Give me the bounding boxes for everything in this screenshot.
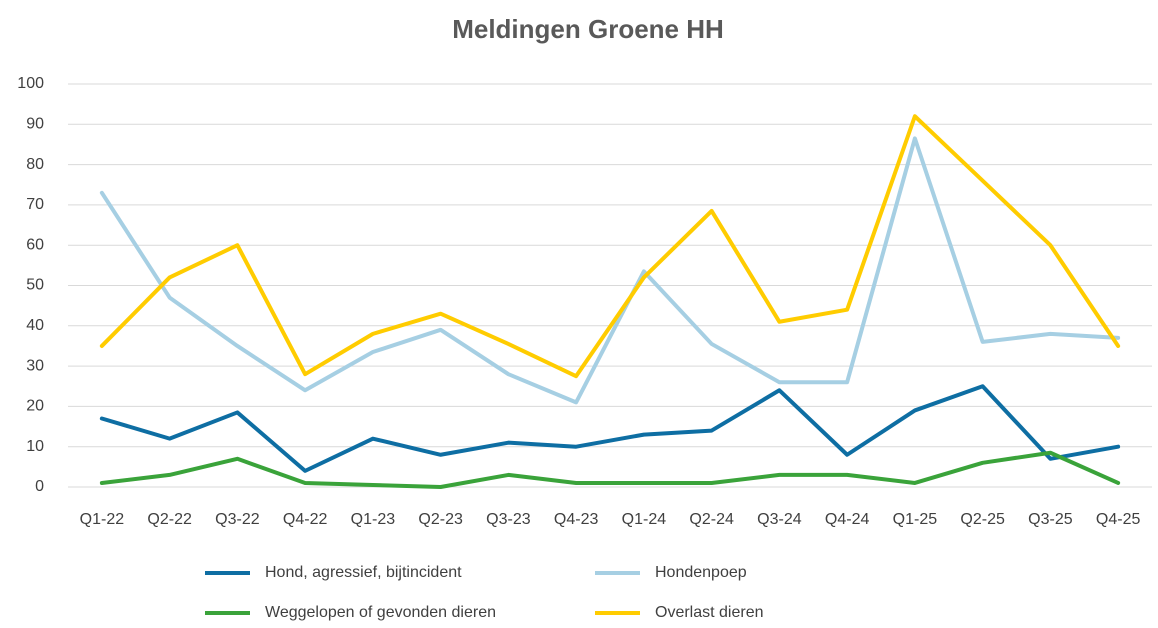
x-tick-label: Q3-25	[1028, 511, 1073, 528]
x-tick-label: Q4-25	[1096, 511, 1141, 528]
x-tick-label: Q4-24	[825, 511, 870, 528]
x-tick-label: Q4-22	[283, 511, 328, 528]
legend-label: Overlast dieren	[655, 604, 764, 621]
chart-title: Meldingen Groene HH	[452, 14, 724, 44]
series-line	[99, 114, 1121, 379]
legend-label: Hond, agressief, bijtincident	[265, 564, 462, 581]
y-tick-label: 90	[26, 116, 44, 133]
x-tick-label: Q2-25	[960, 511, 1005, 528]
y-tick-label: 100	[17, 75, 44, 92]
x-tick-label: Q2-22	[147, 511, 192, 528]
series-line	[99, 384, 1121, 473]
y-tick-label: 30	[26, 357, 44, 374]
x-tick-label: Q1-25	[893, 511, 938, 528]
x-tick-label: Q1-24	[622, 511, 667, 528]
y-tick-label: 10	[26, 438, 44, 455]
series-line	[99, 136, 1121, 405]
series-line	[99, 450, 1121, 489]
legend-label: Hondenpoep	[655, 564, 747, 581]
x-tick-label: Q3-24	[757, 511, 802, 528]
x-tick-label: Q1-22	[80, 511, 125, 528]
y-tick-label: 40	[26, 317, 44, 334]
y-tick-label: 0	[35, 478, 44, 495]
x-tick-label: Q4-23	[554, 511, 599, 528]
y-tick-label: 20	[26, 398, 44, 415]
y-tick-label: 60	[26, 236, 44, 253]
x-tick-label: Q3-23	[486, 511, 531, 528]
y-tick-label: 80	[26, 156, 44, 173]
x-tick-label: Q1-23	[351, 511, 396, 528]
y-tick-label: 50	[26, 277, 44, 294]
x-tick-label: Q2-24	[689, 511, 734, 528]
legend-label: Weggelopen of gevonden dieren	[265, 604, 496, 621]
y-tick-label: 70	[26, 196, 44, 213]
x-tick-label: Q2-23	[418, 511, 463, 528]
x-tick-label: Q3-22	[215, 511, 260, 528]
